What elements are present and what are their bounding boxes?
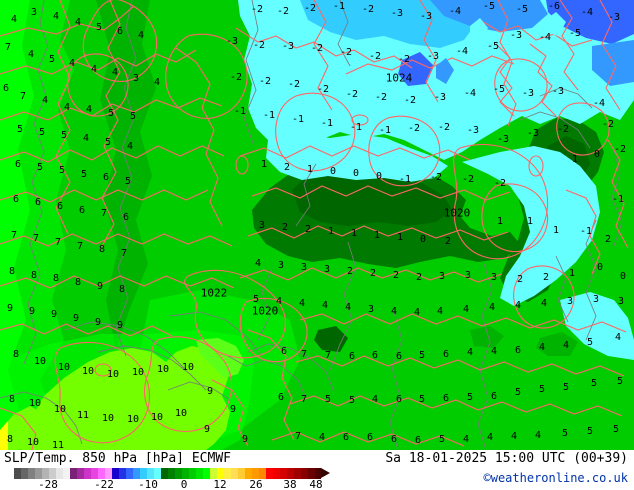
colorbar-swatch [98, 468, 105, 479]
colorbar-swatch [189, 468, 196, 479]
colorbar-swatch [224, 468, 231, 479]
colorbar-swatch [245, 468, 252, 479]
colorbar-tick: 12 [213, 478, 227, 490]
colorbar-swatch [56, 468, 63, 479]
run-timestamp: Sa 18-01-2025 15:00 UTC (00+39) [385, 451, 628, 466]
colorbar-arrow-icon [321, 468, 330, 478]
isobar-pressure-label: 1020 [443, 206, 471, 220]
colorbar-swatch [308, 468, 315, 479]
colorbar-swatch [231, 468, 238, 479]
colorbar-swatch [315, 468, 321, 479]
colorbar-swatch [280, 468, 287, 479]
colorbar-swatch [105, 468, 112, 479]
terrain-patch-b [536, 332, 578, 356]
colorbar-swatch [49, 468, 56, 479]
colorbar-swatch [238, 468, 245, 479]
colorbar-swatch [217, 468, 224, 479]
colorbar-swatch [63, 468, 70, 479]
colorbar-swatch [182, 468, 189, 479]
colorbar-tick: -28 [38, 478, 58, 490]
temperature-band-blue-patch-ne2 [592, 40, 634, 86]
temperature-band-cyan-north [238, 0, 634, 160]
isobar-pressure-label: 1022 [200, 286, 228, 300]
colorbar-swatch [14, 468, 21, 479]
temperature-band-cyan-east-mid [462, 146, 600, 306]
temperature-band-blue-patch-mid [398, 52, 434, 86]
colorbar-swatch [119, 468, 126, 479]
temperature-island-blue [436, 58, 454, 84]
isobar-layer [0, 0, 629, 450]
isobar-pressure-label: 1024 [385, 71, 413, 85]
map-canvas [0, 0, 634, 450]
temperature-band-cyan-east-low [560, 292, 634, 360]
colorbar-swatch [259, 468, 266, 479]
colorbar-swatch [147, 468, 154, 479]
colorbar-swatch [266, 468, 273, 479]
colorbar-swatch [77, 468, 84, 479]
colorbar-swatch [196, 468, 203, 479]
temperature-island-cyan [545, 12, 566, 36]
colorbar-swatch [273, 468, 280, 479]
terrain-patch-c [470, 326, 504, 348]
colorbar-swatch [70, 468, 77, 479]
colorbar-tick: 38 [283, 478, 297, 490]
coastline-layer [0, 0, 623, 450]
isobar-pressure-label: 1020 [251, 304, 279, 318]
colorbar-swatch [140, 468, 147, 479]
temperature-band-green-light-south [8, 330, 254, 450]
colorbar-tick: 26 [249, 478, 263, 490]
footer-bar: SLP/Temp. 850 hPa [hPa] ECMWF Sa 18-01-2… [0, 450, 634, 490]
temperature-band-blue-deep-ne [546, 0, 634, 44]
colorbar-swatch [161, 468, 168, 479]
colorbar-swatch [168, 468, 175, 479]
colorbar-swatch [210, 468, 217, 479]
colorbar-swatch [252, 468, 259, 479]
colorbar-swatch [91, 468, 98, 479]
colorbar-swatch [28, 468, 35, 479]
colorbar-swatch [112, 468, 119, 479]
colorbar-swatch [203, 468, 210, 479]
temperature-band-cyan-intrusion [266, 134, 448, 182]
colorbar-swatch [287, 468, 294, 479]
colorbar-swatch [294, 468, 301, 479]
colorbar-swatch [21, 468, 28, 479]
temperature-band-blue-deep-north [430, 0, 548, 32]
colorbar-swatch [133, 468, 140, 479]
colorbar-swatch [42, 468, 49, 479]
isobar-closed-cells [94, 114, 544, 377]
colorbar-swatch [84, 468, 91, 479]
colorbar-tick: -10 [138, 478, 158, 490]
colorbar-swatch [175, 468, 182, 479]
colorbar-tick: -22 [94, 478, 114, 490]
copyright-credit[interactable]: ©weatheronline.co.uk [483, 471, 629, 485]
colorbar[interactable]: -28 -22 -10 0 12 26 38 48 [0, 468, 330, 490]
colorbar-swatch [301, 468, 308, 479]
temperature-band-blue-north [300, 0, 480, 48]
temperature-island-cyan-2 [470, 18, 488, 40]
chart-title: SLP/Temp. 850 hPa [hPa] ECMWF [4, 451, 231, 466]
colorbar-tick: 48 [309, 478, 323, 490]
colorbar-tick-labels: -28 -22 -10 0 12 26 38 48 [0, 479, 330, 490]
colorbar-tick: 0 [180, 478, 188, 490]
colorbar-swatch [35, 468, 42, 479]
colorbar-swatch [154, 468, 161, 479]
colorbar-swatch [126, 468, 133, 479]
